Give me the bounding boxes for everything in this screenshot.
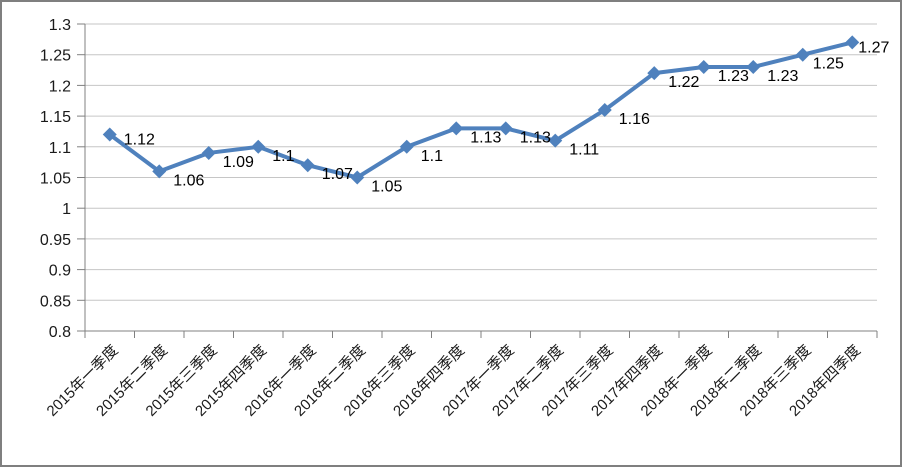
data-label: 1.23: [767, 68, 798, 85]
data-point-marker: [548, 133, 563, 148]
data-label: 1.09: [223, 154, 254, 171]
data-label: 1.1: [421, 148, 443, 165]
data-label: 1.07: [322, 166, 353, 183]
y-tick-label: 1.1: [49, 140, 71, 157]
y-tick-label: 1.3: [49, 17, 71, 34]
y-tick-label: 0.85: [40, 293, 71, 310]
data-label: 1.13: [470, 129, 501, 146]
y-tick-label: 1.15: [40, 109, 71, 126]
data-label: 1.1: [272, 148, 294, 165]
data-point-marker: [152, 164, 167, 179]
data-point-marker: [201, 145, 216, 160]
data-point-marker: [251, 139, 266, 154]
y-tick-label: 0.8: [49, 324, 71, 341]
data-label: 1.23: [718, 68, 749, 85]
data-label: 1.13: [520, 129, 551, 146]
data-point-marker: [399, 139, 414, 154]
data-label: 1.16: [619, 111, 650, 128]
y-tick-label: 0.9: [49, 263, 71, 280]
data-label: 1.27: [858, 39, 889, 56]
data-point-marker: [845, 35, 860, 50]
data-point-marker: [449, 121, 464, 136]
data-point-marker: [102, 127, 117, 142]
y-tick-label: 1: [62, 201, 71, 218]
data-point-marker: [746, 59, 761, 74]
series-line: [107, 40, 855, 180]
y-tick-label: 0.95: [40, 232, 71, 249]
data-point-marker: [498, 121, 513, 136]
data-point-marker: [795, 47, 810, 62]
data-point-marker: [696, 59, 711, 74]
data-label: 1.12: [124, 132, 155, 149]
data-label: 1.05: [371, 179, 402, 196]
y-tick-label: 1.05: [40, 171, 71, 188]
data-point-marker: [597, 102, 612, 117]
data-label: 1.25: [813, 56, 844, 73]
data-point-marker: [350, 170, 365, 185]
data-point-marker: [300, 158, 315, 173]
data-label: 1.22: [668, 74, 699, 91]
data-label: 1.11: [569, 142, 599, 159]
y-tick-label: 1.2: [49, 78, 71, 95]
y-tick-label: 1.25: [40, 48, 71, 65]
data-label: 1.06: [173, 172, 204, 189]
data-point-marker: [647, 66, 662, 81]
